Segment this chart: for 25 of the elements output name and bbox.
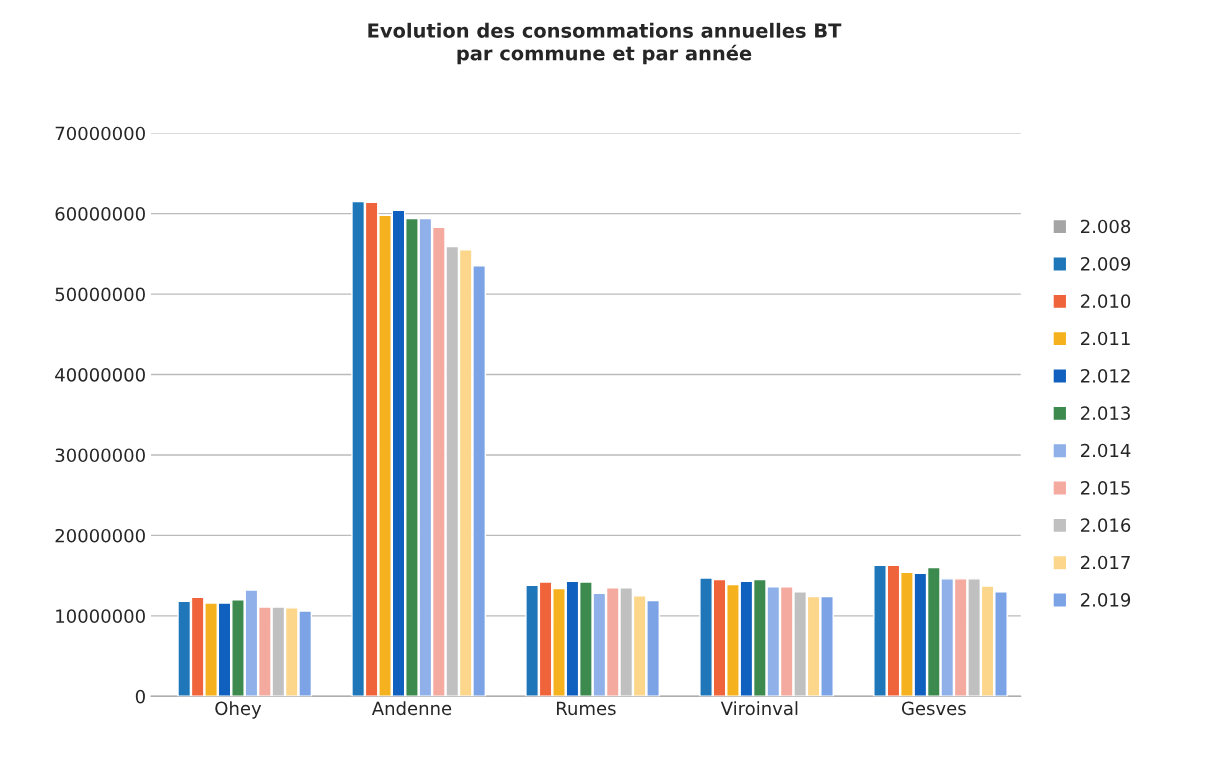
x-tick-label: Ohey: [215, 701, 262, 719]
legend-label: 2.012: [1081, 368, 1130, 383]
y-tick-label: 30000000: [55, 448, 145, 463]
x-tick-label: Viroinval: [720, 701, 798, 716]
x-tick-label: Gesves: [901, 701, 966, 716]
y-tick-label: 60000000: [55, 207, 145, 221]
legend-label: 2.009: [1081, 256, 1131, 271]
legend-label: 2.011: [1081, 331, 1130, 346]
y-tick-label: 20000000: [55, 528, 145, 543]
y-tick-label: 10000000: [56, 609, 145, 623]
legend-label: 2.016: [1081, 518, 1131, 532]
y-tick-label: 70000000: [55, 126, 145, 141]
legend-label: 2.015: [1081, 481, 1130, 495]
x-tick-label: Rumes: [557, 701, 616, 716]
legend-label: 2.014: [1081, 443, 1131, 458]
y-tick-label: 40000000: [55, 367, 145, 382]
legend-label: 2.008: [1081, 219, 1131, 234]
legend-label: 2.013: [1081, 406, 1130, 420]
chart-title: Evolution des consommations annuelles BT par commune et par année: [368, 22, 842, 65]
legend-label: 2.019: [1081, 593, 1131, 607]
legend-label: 2.017: [1081, 555, 1130, 570]
x-tick-label: Andenne: [371, 701, 452, 716]
y-tick-label: 0: [135, 689, 145, 704]
legend-label: 2.010: [1081, 294, 1131, 308]
y-tick-label: 50000000: [55, 287, 145, 302]
